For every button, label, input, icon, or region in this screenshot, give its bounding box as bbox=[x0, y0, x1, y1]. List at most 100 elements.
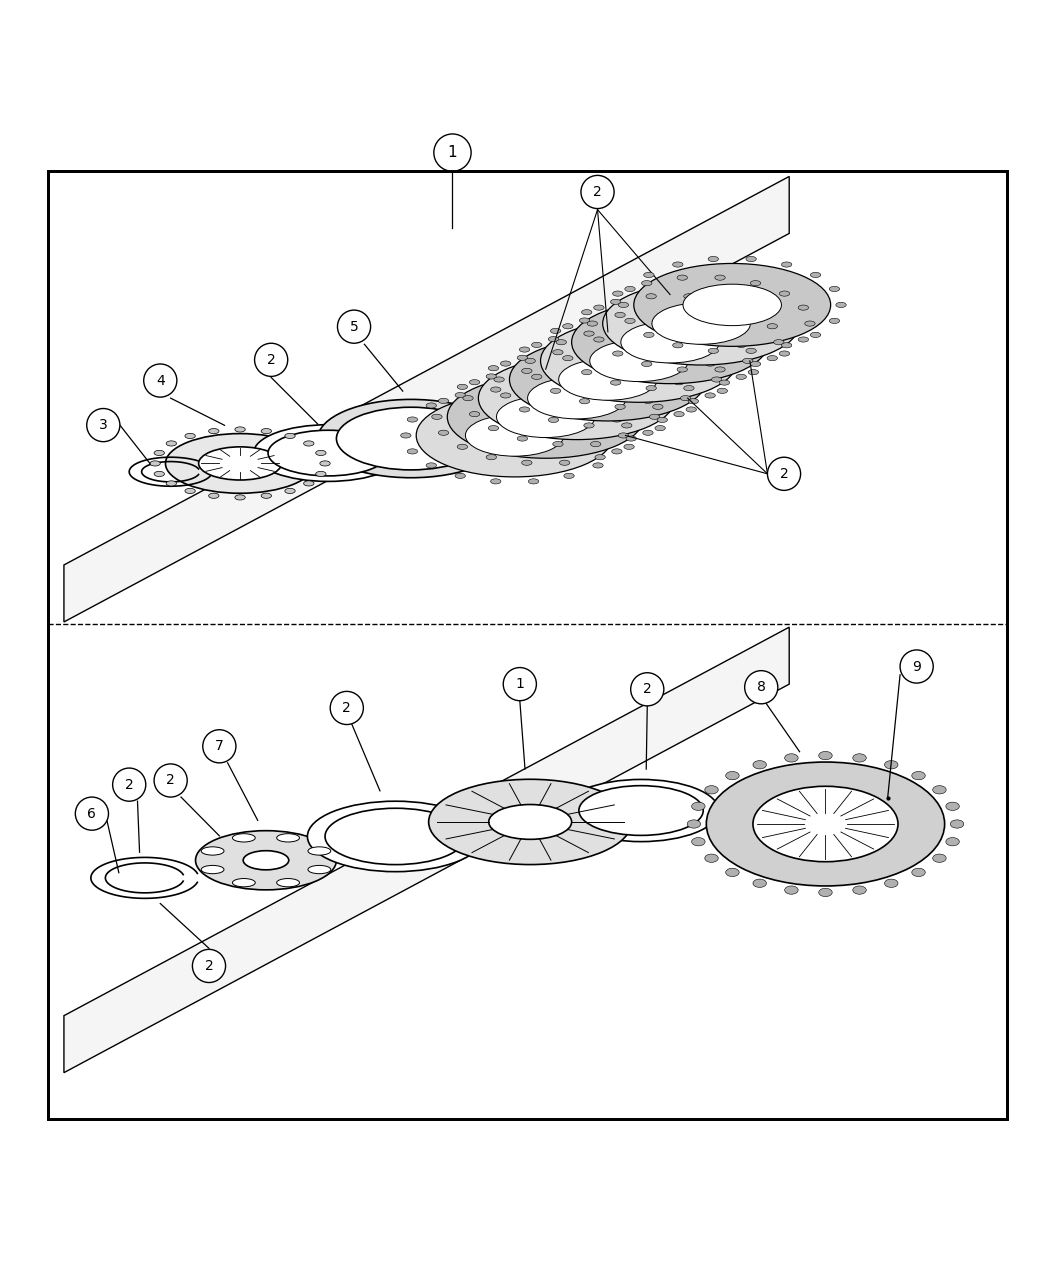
Text: 2: 2 bbox=[342, 701, 351, 715]
Ellipse shape bbox=[564, 473, 574, 478]
Ellipse shape bbox=[705, 361, 715, 366]
Ellipse shape bbox=[428, 779, 632, 864]
Ellipse shape bbox=[232, 878, 255, 887]
Ellipse shape bbox=[593, 337, 604, 342]
Ellipse shape bbox=[316, 472, 327, 477]
Ellipse shape bbox=[746, 348, 756, 353]
Ellipse shape bbox=[726, 868, 739, 876]
Ellipse shape bbox=[593, 305, 604, 310]
Circle shape bbox=[154, 764, 187, 797]
Ellipse shape bbox=[612, 449, 622, 454]
Ellipse shape bbox=[687, 820, 700, 829]
Ellipse shape bbox=[531, 375, 542, 380]
Text: 2: 2 bbox=[593, 185, 602, 199]
Text: 2: 2 bbox=[643, 682, 652, 696]
Circle shape bbox=[192, 950, 226, 983]
Ellipse shape bbox=[416, 394, 613, 477]
Ellipse shape bbox=[550, 389, 561, 394]
Ellipse shape bbox=[488, 366, 499, 371]
Ellipse shape bbox=[407, 417, 418, 422]
Text: 6: 6 bbox=[87, 807, 97, 821]
Ellipse shape bbox=[584, 332, 594, 337]
Polygon shape bbox=[64, 627, 790, 1072]
Ellipse shape bbox=[680, 395, 691, 400]
Ellipse shape bbox=[563, 324, 573, 329]
Ellipse shape bbox=[316, 450, 327, 455]
Ellipse shape bbox=[753, 787, 898, 862]
Ellipse shape bbox=[580, 317, 590, 323]
Ellipse shape bbox=[830, 319, 840, 324]
Ellipse shape bbox=[490, 479, 501, 484]
Text: 9: 9 bbox=[912, 659, 921, 673]
Ellipse shape bbox=[652, 303, 751, 344]
Ellipse shape bbox=[401, 434, 411, 439]
Ellipse shape bbox=[595, 374, 605, 379]
Ellipse shape bbox=[804, 321, 815, 326]
Ellipse shape bbox=[336, 407, 486, 470]
Text: 1: 1 bbox=[516, 677, 524, 691]
Ellipse shape bbox=[742, 358, 753, 363]
Circle shape bbox=[76, 797, 108, 830]
Ellipse shape bbox=[465, 414, 564, 456]
Ellipse shape bbox=[705, 393, 715, 398]
Ellipse shape bbox=[798, 337, 808, 342]
Ellipse shape bbox=[541, 320, 737, 403]
Ellipse shape bbox=[603, 282, 799, 365]
Ellipse shape bbox=[736, 342, 747, 348]
Ellipse shape bbox=[719, 380, 730, 385]
Text: 5: 5 bbox=[350, 320, 358, 334]
Ellipse shape bbox=[932, 854, 946, 862]
Text: 7: 7 bbox=[215, 740, 224, 754]
Ellipse shape bbox=[527, 377, 626, 419]
Ellipse shape bbox=[946, 802, 960, 811]
Ellipse shape bbox=[522, 460, 532, 465]
Ellipse shape bbox=[610, 300, 621, 305]
Ellipse shape bbox=[624, 444, 634, 449]
Ellipse shape bbox=[751, 280, 760, 286]
Ellipse shape bbox=[677, 367, 688, 372]
Ellipse shape bbox=[438, 430, 448, 435]
Ellipse shape bbox=[455, 473, 465, 478]
Ellipse shape bbox=[684, 293, 694, 298]
Ellipse shape bbox=[642, 361, 652, 366]
Ellipse shape bbox=[644, 333, 654, 338]
Ellipse shape bbox=[235, 495, 246, 500]
Ellipse shape bbox=[447, 375, 644, 458]
Text: 8: 8 bbox=[757, 681, 765, 694]
Circle shape bbox=[254, 343, 288, 376]
Ellipse shape bbox=[154, 450, 165, 455]
Ellipse shape bbox=[819, 889, 833, 896]
Ellipse shape bbox=[494, 377, 504, 382]
Ellipse shape bbox=[590, 340, 688, 381]
Ellipse shape bbox=[830, 287, 840, 292]
Ellipse shape bbox=[548, 337, 559, 342]
Ellipse shape bbox=[684, 385, 694, 390]
Ellipse shape bbox=[590, 441, 601, 446]
Ellipse shape bbox=[655, 366, 666, 371]
Ellipse shape bbox=[580, 399, 590, 404]
Ellipse shape bbox=[277, 834, 299, 842]
Ellipse shape bbox=[811, 333, 821, 338]
Ellipse shape bbox=[932, 785, 946, 794]
Ellipse shape bbox=[244, 850, 289, 870]
Ellipse shape bbox=[692, 838, 706, 845]
Ellipse shape bbox=[303, 441, 314, 446]
Ellipse shape bbox=[198, 446, 281, 479]
Ellipse shape bbox=[488, 805, 571, 839]
Circle shape bbox=[112, 768, 146, 801]
Ellipse shape bbox=[708, 256, 718, 261]
Ellipse shape bbox=[811, 273, 821, 278]
Ellipse shape bbox=[548, 417, 559, 422]
Ellipse shape bbox=[438, 398, 448, 403]
Ellipse shape bbox=[673, 261, 683, 268]
Ellipse shape bbox=[946, 838, 960, 845]
Ellipse shape bbox=[736, 375, 747, 380]
Ellipse shape bbox=[509, 338, 707, 421]
Ellipse shape bbox=[531, 342, 542, 348]
Ellipse shape bbox=[564, 393, 574, 398]
Ellipse shape bbox=[285, 434, 295, 439]
Ellipse shape bbox=[308, 847, 331, 856]
Ellipse shape bbox=[518, 356, 527, 361]
Ellipse shape bbox=[209, 428, 219, 434]
Ellipse shape bbox=[653, 312, 663, 317]
